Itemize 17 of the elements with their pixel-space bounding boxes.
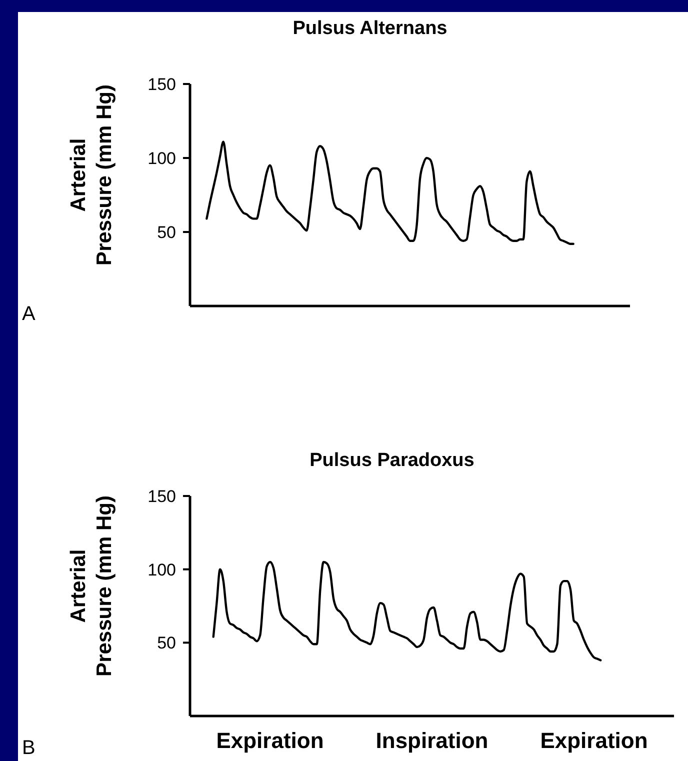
text: Expiration [540,728,648,753]
line-series [206,140,574,245]
y-tick-label: 150 [148,486,176,506]
y-tick-label: 100 [148,560,176,580]
chart-title: Pulsus Alternans [292,18,448,39]
y-tick-label: 50 [157,222,176,242]
line-series [212,560,602,662]
text: Expiration [216,728,324,753]
text: A [22,303,36,325]
text: Inspiration [376,728,488,753]
text: B [22,737,36,759]
chart-title: Pulsus Paradoxus [310,450,474,471]
y-tick-label: 50 [157,634,176,653]
y-axis-title: Arterial Pressure (mm Hg) [67,496,116,676]
y-tick-label: 150 [148,74,176,94]
y-tick-label: 100 [148,148,176,168]
y-axis-title: Arterial Pressure (mm Hg) [67,84,116,266]
